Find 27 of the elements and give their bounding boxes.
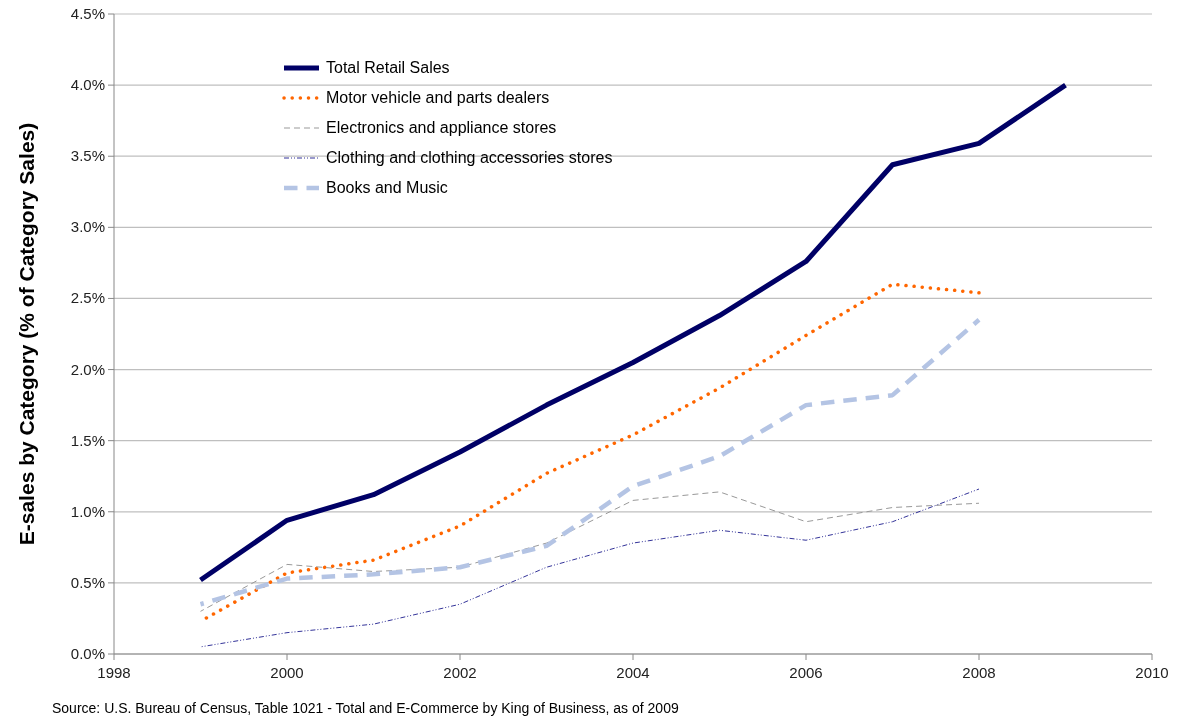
- y-tick-label: 2.0%: [70, 360, 105, 378]
- y-tick-label: 1.0%: [70, 502, 105, 520]
- legend-label: Clothing and clothing accessories stores: [326, 149, 613, 166]
- x-tick-label: 2002: [443, 664, 477, 681]
- legend-label: Motor vehicle and parts dealers: [326, 89, 550, 106]
- x-tick-label: 2008: [962, 664, 996, 681]
- x-tick-label: 2010: [1135, 664, 1169, 681]
- y-tick-label: 3.0%: [70, 218, 105, 236]
- y-tick-label: 0.5%: [70, 573, 105, 591]
- legend-label: Total Retail Sales: [326, 59, 450, 76]
- x-tick-label: 1998: [97, 664, 131, 681]
- y-tick-label: 0.0%: [70, 645, 105, 662]
- y-tick-label: 4.0%: [70, 76, 105, 94]
- y-axis-title: E-sales by Category (% of Category Sales): [15, 122, 38, 546]
- legend-label: Electronics and appliance stores: [326, 119, 557, 136]
- legend-label: Books and Music: [326, 179, 448, 196]
- y-tick-label: 2.5%: [70, 289, 105, 307]
- x-tick-label: 2000: [270, 664, 304, 681]
- line-series: [200, 488, 980, 648]
- line-series: [200, 491, 980, 612]
- y-tick-label: 3.5%: [70, 147, 105, 165]
- source-note: Source: U.S. Bureau of Census, Table 1021 - Total and E-Commerce by King of Business, as of 2009: [52, 700, 679, 716]
- y-tick-label: 1.5%: [70, 431, 105, 449]
- x-tick-label: 2006: [789, 664, 823, 681]
- y-tick-label: 4.5%: [70, 5, 105, 22]
- line-series: [198, 317, 982, 607]
- x-tick-label: 2004: [616, 664, 650, 681]
